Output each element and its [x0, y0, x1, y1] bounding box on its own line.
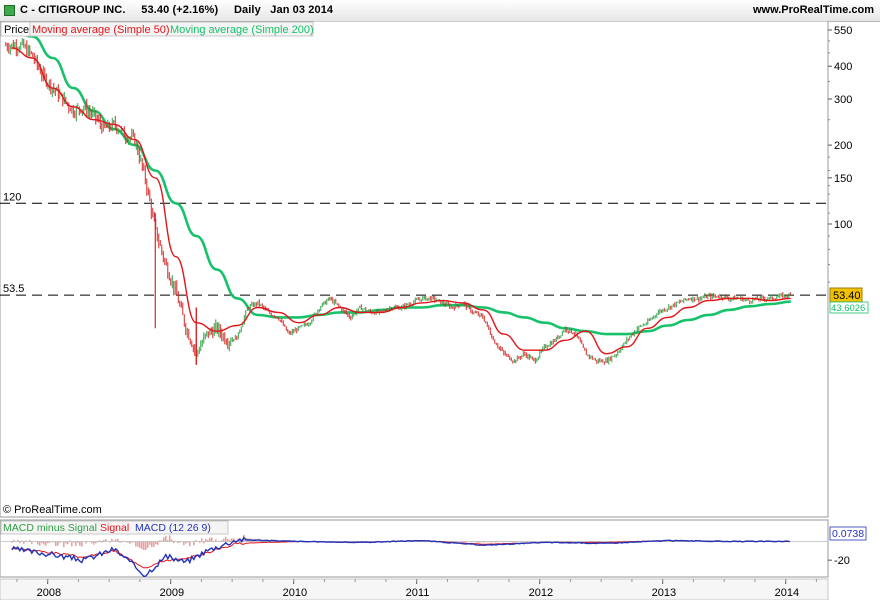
time-axis [0, 578, 829, 600]
ma-value-label: 43.6026 [831, 303, 865, 314]
price-tick-label: 550 [834, 25, 852, 37]
price-tick-label: 100 [834, 219, 852, 231]
time-axis-labels: 2008 2009 2010 2011 2012 2013 2014 [16, 579, 817, 599]
time-tick-label: 2013 [652, 587, 676, 599]
legend-macd-hist: MACD minus Signal [3, 522, 97, 534]
legend-ma50: Moving average (Simple 50) [32, 24, 170, 36]
reference-lines: 120 53.5 [0, 191, 828, 296]
macd-value-tag [829, 526, 867, 541]
time-tick-label: 2011 [406, 587, 430, 599]
macd-lines [0, 536, 828, 578]
price-tick-label: 300 [834, 94, 852, 106]
macd-tick-label: -20 [834, 555, 850, 567]
reference-line-label: 120 [3, 191, 21, 203]
date-label: Jan 03 2014 [270, 4, 334, 16]
macd-line [11, 536, 790, 578]
time-tick-label: 2014 [775, 587, 799, 599]
instrument-icon[interactable] [4, 5, 15, 16]
chart-title: C - CITIGROUP INC. 53.40 (+2.16%) Daily … [20, 4, 333, 16]
price-tick-label: 200 [834, 140, 852, 152]
price-panel [0, 21, 829, 518]
symbol-title: C - CITIGROUP INC. [20, 4, 126, 16]
time-tick-label: 2012 [529, 587, 553, 599]
price-tick-label: 400 [834, 61, 852, 73]
legend-signal: Signal [100, 522, 129, 534]
price-legend: Price Moving average (Simple 50) Moving … [0, 21, 314, 37]
quote-value: 53.40 (+2.16%) [141, 4, 219, 16]
legend-price: Price [4, 24, 29, 36]
price-axis: 550 400 300 200 150 100 [828, 25, 852, 283]
copyright-label: © ProRealTime.com [3, 504, 102, 516]
time-tick-label: 2010 [283, 587, 307, 599]
legend-ma200: Moving average (Simple 200) [170, 24, 314, 36]
time-tick-label: 2008 [37, 587, 61, 599]
title-bar: C - CITIGROUP INC. 53.40 (+2.16%) Daily … [0, 0, 880, 22]
price-labels: 53.40 43.6026 [829, 287, 869, 314]
price-chart[interactable]: 120 53.5 550 400 300 200 150 100 Price Moving … [0, 21, 880, 600]
ma50-line [11, 47, 791, 355]
period-label: Daily [234, 4, 261, 16]
macd-value-label: 0.0738 [832, 528, 864, 540]
time-tick-label: 2009 [160, 587, 184, 599]
macd-axis: -20 [828, 555, 850, 567]
macd-legend: MACD minus Signal Signal MACD (12 26 9) [0, 520, 229, 535]
site-link[interactable]: www.ProRealTime.com [752, 4, 874, 16]
ma-value-tag [829, 301, 869, 314]
ma50-layer [11, 47, 791, 355]
last-price-label: 53.40 [833, 290, 861, 302]
legend-macd: MACD (12 26 9) [135, 522, 211, 534]
reference-line-label: 53.5 [3, 283, 24, 295]
price-tick-label: 150 [834, 173, 852, 185]
